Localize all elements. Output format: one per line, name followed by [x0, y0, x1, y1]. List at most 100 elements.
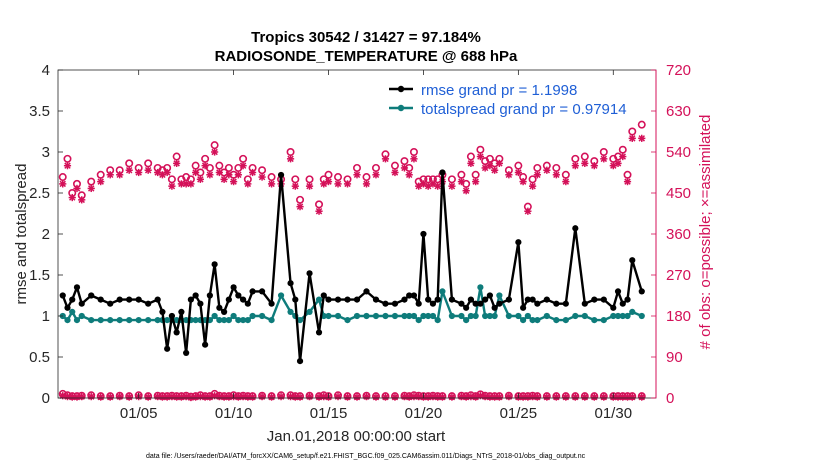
obs-possible-marker — [205, 163, 214, 172]
obs-possible-marker — [296, 195, 305, 204]
x-tick-label: 01/05 — [120, 405, 158, 422]
obs-possible-marker — [125, 159, 134, 168]
obs-assimilated-marker-low — [296, 393, 304, 401]
obs-assimilated-marker — [405, 171, 413, 179]
obs-possible-marker — [196, 168, 205, 177]
totalspread-point — [183, 317, 190, 324]
obs-assimilated-marker-low — [258, 393, 266, 401]
obs-possible-marker — [58, 173, 67, 182]
totalspread-point — [425, 312, 432, 320]
rmse-point — [187, 296, 194, 303]
x-tick-label: 01/20 — [405, 405, 443, 422]
totalspread-point — [591, 317, 598, 324]
rmse-point — [225, 296, 232, 303]
obs-assimilated-marker — [173, 159, 181, 167]
obs-possible-marker — [405, 163, 414, 172]
totalspread-point — [225, 317, 232, 324]
obs-possible-marker — [485, 154, 494, 163]
rmse-point — [206, 292, 213, 299]
rmse-point — [73, 284, 81, 291]
obs-assimilated-marker-low — [638, 393, 646, 401]
rmse-point — [391, 300, 399, 307]
rmse-point — [562, 300, 569, 307]
obs-possible-marker — [623, 170, 632, 179]
obs-assimilated-marker — [590, 162, 598, 170]
obs-assimilated-marker — [529, 182, 537, 190]
obs-possible-marker — [96, 170, 105, 179]
rmse-point — [496, 300, 503, 307]
totalspread-point — [64, 317, 71, 324]
rmse-point — [235, 292, 242, 299]
obs-assimilated-marker-low — [552, 393, 560, 401]
rmse-point — [429, 300, 437, 307]
rmse-point — [638, 288, 645, 295]
totalspread-point — [529, 317, 536, 324]
rmse-point — [463, 304, 470, 311]
totalspread-point — [382, 312, 389, 320]
rmse-point — [244, 300, 251, 307]
obs-layer — [58, 120, 646, 402]
rmse-point — [145, 300, 152, 307]
obs-possible-marker — [466, 152, 475, 161]
y-right-tick-label: 540 — [666, 144, 691, 161]
rmse-point — [425, 296, 432, 303]
obs-possible-marker — [409, 148, 418, 157]
totalspread-point — [534, 317, 541, 324]
obs-assimilated-marker-low — [381, 393, 390, 401]
obs-assimilated-marker — [211, 148, 219, 156]
totalspread-point — [610, 312, 617, 320]
rmse-point — [410, 292, 418, 299]
obs-possible-marker — [201, 154, 210, 163]
totalspread-point — [391, 312, 399, 320]
totalspread-point — [244, 317, 251, 324]
obs-assimilated-marker-low — [448, 393, 456, 401]
obs-assimilated-marker — [381, 155, 390, 163]
obs-assimilated-marker — [125, 166, 133, 174]
totalspread-point — [614, 312, 622, 320]
y-right-tick-label: 720 — [666, 62, 691, 79]
obs-possible-marker — [286, 148, 295, 157]
obs-assimilated-marker-low — [87, 393, 95, 401]
obs-possible-marker — [457, 170, 466, 179]
obs-possible-marker — [172, 152, 181, 161]
ticks-layer: 01/05 01/10 01/15 01/20 01/25 01/30 0 0.5 1 1.5 2 2… — [29, 62, 691, 422]
rmse-point — [572, 225, 579, 232]
totalspread-point — [572, 312, 579, 320]
obs-assimilated-marker — [519, 178, 527, 186]
obs-possible-marker — [362, 173, 371, 182]
obs-assimilated-marker-low — [97, 393, 105, 401]
obs-possible-marker — [239, 154, 248, 163]
y-left-tick-label: 1.5 — [29, 267, 50, 284]
obs-assimilated-marker-low — [391, 393, 399, 401]
rmse-point — [202, 341, 209, 348]
totalspread-point — [97, 317, 104, 324]
obs-assimilated-marker-low — [78, 393, 86, 401]
obs-assimilated-marker — [495, 159, 503, 167]
x-axis-label: Jan.01,2018 00:00:00 start — [267, 428, 446, 445]
obs-assimilated-marker — [291, 182, 299, 190]
totalspread-point — [477, 284, 484, 291]
obs-assimilated-marker-low — [533, 393, 541, 401]
rmse-point — [88, 292, 95, 299]
obs-assimilated-marker-low — [305, 393, 314, 401]
obs-assimilated-marker — [362, 180, 371, 188]
totalspread-point — [562, 317, 569, 324]
legend-rmse-marker — [397, 85, 405, 93]
obs-assimilated-marker — [623, 178, 632, 186]
rmse-point — [116, 296, 123, 303]
totalspread-point — [277, 292, 285, 299]
obs-possible-marker — [267, 173, 276, 182]
rmse-point — [534, 300, 541, 307]
obs-possible-marker — [371, 163, 380, 172]
rmse-point — [249, 288, 256, 295]
obs-assimilated-marker — [182, 180, 190, 188]
totalspread-point — [363, 312, 370, 320]
obs-possible-marker — [599, 148, 608, 157]
totalspread-point — [434, 317, 441, 324]
rmse-point — [458, 300, 465, 307]
rmse-point — [320, 292, 327, 299]
y-left-tick-label: 4 — [42, 62, 50, 79]
obs-assimilated-marker — [296, 203, 304, 211]
totalspread-point — [524, 312, 531, 320]
y-right-tick-label: 0 — [666, 390, 674, 407]
